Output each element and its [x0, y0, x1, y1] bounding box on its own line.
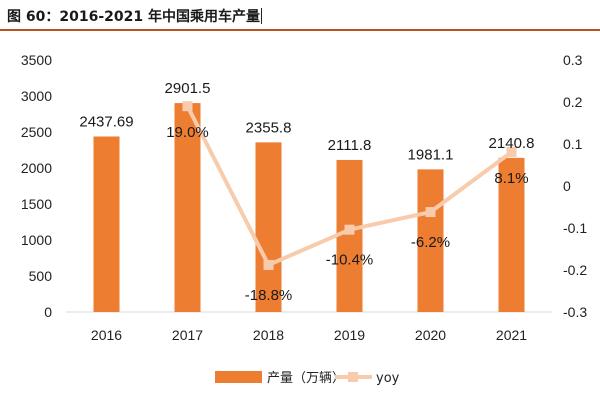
bar-value-label: 1981.1	[408, 146, 454, 163]
y-right-tick-label: -0.3	[563, 304, 587, 320]
legend-label-bar: 产量（万辆）	[267, 371, 345, 386]
y-left-tick-label: 0	[44, 304, 52, 320]
y-left-tick-label: 2500	[21, 124, 52, 140]
yoy-value-label: -6.2%	[411, 234, 450, 251]
bar-2018	[255, 142, 282, 312]
y-left-tick-label: 500	[29, 268, 53, 284]
x-tick-label: 2020	[415, 327, 446, 343]
x-tick-label: 2016	[91, 327, 122, 343]
yoy-marker	[182, 101, 193, 112]
y-right-tick-label: 0	[563, 178, 571, 194]
y-right-tick-label: 0.3	[563, 52, 583, 68]
bar-value-label: 2901.5	[165, 80, 211, 97]
bar-2019	[336, 159, 363, 312]
bar-2021	[498, 157, 525, 312]
bar-value-label: 2437.69	[79, 113, 133, 130]
bar-2017	[174, 103, 201, 312]
yoy-value-label: -18.8%	[245, 287, 293, 304]
y-left-tick-label: 2000	[21, 160, 52, 176]
legend-swatch-marker	[348, 372, 358, 382]
x-tick-label: 2021	[496, 327, 527, 343]
yoy-marker	[425, 207, 436, 218]
y-left-tick-label: 1000	[21, 232, 52, 248]
title-underline	[0, 29, 600, 31]
bar-value-label: 2111.8	[328, 137, 372, 154]
bar-value-label: 2140.8	[489, 135, 535, 152]
legend-swatch-bar	[215, 371, 262, 383]
legend-label-line: yoy	[376, 371, 400, 386]
x-tick-label: 2019	[334, 327, 365, 343]
yoy-marker	[344, 224, 355, 235]
y-left-tick-label: 3000	[21, 88, 52, 104]
bar-2020	[417, 169, 444, 312]
yoy-value-label: 19.0%	[166, 124, 209, 141]
bar-2016	[93, 136, 120, 312]
y-left-tick-label: 3500	[21, 52, 52, 68]
x-tick-label: 2017	[172, 327, 203, 343]
y-right-tick-label: 0.2	[563, 94, 583, 110]
y-right-tick-label: -0.1	[563, 220, 587, 236]
yoy-value-label: 8.1%	[494, 170, 528, 187]
bar-value-label: 2355.8	[246, 119, 292, 136]
title-bar: 图 60：2016-2021 年中国乘用车产量	[0, 0, 600, 34]
yoy-marker	[263, 259, 274, 270]
yoy-value-label: -10.4%	[326, 252, 374, 269]
chart-title: 图 60：2016-2021 年中国乘用车产量	[7, 8, 262, 25]
x-tick-label: 2018	[253, 327, 284, 343]
y-right-tick-label: 0.1	[563, 136, 583, 152]
y-left-tick-label: 1500	[21, 196, 52, 212]
yoy-marker	[506, 146, 517, 157]
y-right-tick-label: -0.2	[563, 262, 587, 278]
